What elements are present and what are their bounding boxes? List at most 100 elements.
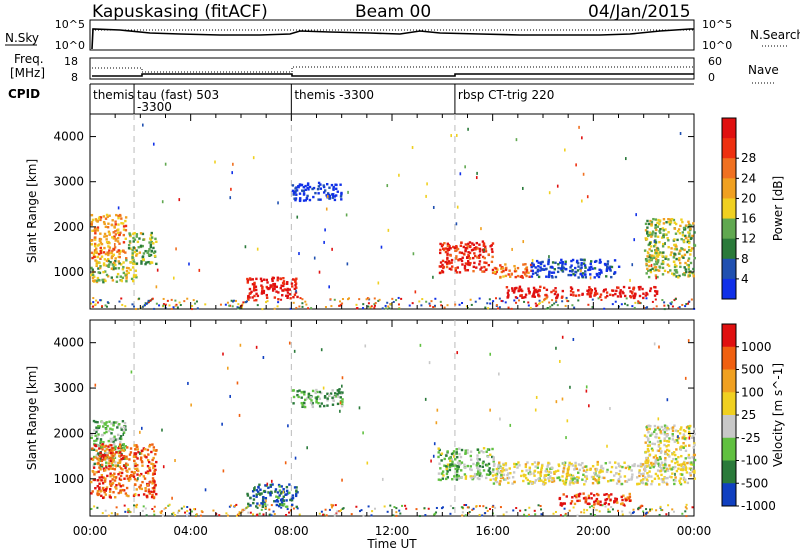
range-gate-cell bbox=[660, 466, 663, 470]
range-gate-cell bbox=[108, 494, 112, 497]
noise-cell bbox=[386, 184, 389, 188]
scatter-cell bbox=[571, 304, 574, 307]
scatter-cell bbox=[243, 508, 246, 511]
scatter-cell bbox=[386, 510, 389, 513]
range-gate-cell bbox=[546, 463, 550, 466]
range-gate-cell bbox=[608, 461, 612, 464]
range-gate-cell bbox=[628, 492, 631, 496]
range-gate-cell bbox=[661, 469, 665, 472]
range-gate-cell bbox=[153, 472, 156, 475]
scatter-cell bbox=[691, 506, 694, 509]
range-gate-cell bbox=[105, 240, 109, 244]
range-gate-cell bbox=[652, 430, 656, 434]
range-gate-cell bbox=[653, 294, 657, 297]
range-gate-cell bbox=[100, 476, 104, 479]
range-gate-cell bbox=[113, 472, 116, 475]
scatter-cell bbox=[663, 304, 666, 307]
range-gate-cell bbox=[306, 186, 309, 190]
range-gate-cell bbox=[265, 293, 269, 297]
range-gate-cell bbox=[557, 463, 560, 466]
range-gate-cell bbox=[288, 483, 291, 486]
range-gate-cell bbox=[150, 462, 153, 465]
scatter-cell bbox=[106, 301, 109, 304]
range-gate-cell bbox=[645, 291, 648, 295]
range-gate-cell bbox=[272, 282, 275, 286]
range-gate-cell bbox=[120, 454, 123, 457]
colorbar-label: Power [dB] bbox=[771, 176, 785, 241]
range-gate-cell bbox=[656, 261, 660, 264]
range-gate-cell bbox=[113, 226, 116, 229]
range-gate-cell bbox=[311, 403, 314, 406]
range-gate-cell bbox=[689, 270, 692, 273]
scatter-cell bbox=[645, 508, 648, 511]
range-gate-cell bbox=[670, 251, 673, 254]
range-gate-cell bbox=[116, 240, 120, 243]
range-gate-cell bbox=[687, 220, 690, 224]
range-gate-cell bbox=[282, 495, 285, 498]
scatter-cell bbox=[458, 303, 461, 306]
range-gate-cell bbox=[663, 439, 666, 442]
scatter-cell bbox=[681, 303, 684, 306]
range-gate-cell bbox=[687, 275, 690, 278]
range-gate-cell bbox=[122, 443, 125, 446]
scatter-cell bbox=[90, 302, 93, 305]
range-gate-cell bbox=[146, 483, 149, 487]
range-gate-cell bbox=[457, 461, 461, 465]
range-gate-cell bbox=[111, 478, 114, 481]
range-gate-cell bbox=[103, 479, 107, 482]
noise-cell bbox=[155, 285, 158, 289]
cpid-text: themis bbox=[93, 88, 134, 102]
range-gate-cell bbox=[275, 285, 278, 289]
range-gate-cell bbox=[649, 233, 653, 236]
scatter-cell bbox=[461, 511, 464, 514]
range-gate-cell bbox=[285, 499, 288, 502]
range-gate-cell bbox=[645, 459, 648, 462]
scatter-cell bbox=[373, 306, 376, 309]
range-gate-cell bbox=[439, 261, 443, 264]
scatter-cell bbox=[120, 297, 123, 300]
scatter-cell bbox=[193, 508, 196, 511]
scatter-cell bbox=[555, 299, 558, 302]
range-gate-cell bbox=[122, 425, 126, 429]
range-gate-cell bbox=[486, 464, 489, 467]
noise-cell bbox=[366, 461, 369, 465]
range-gate-cell bbox=[125, 280, 128, 283]
range-gate-cell bbox=[666, 237, 669, 240]
range-gate-cell bbox=[647, 260, 651, 263]
noise-cell bbox=[298, 252, 300, 256]
noise-cell bbox=[230, 187, 232, 191]
range-gate-cell bbox=[650, 258, 653, 262]
range-gate-cell bbox=[111, 428, 114, 431]
range-gate-cell bbox=[673, 482, 676, 486]
range-gate-cell bbox=[474, 248, 477, 251]
range-gate-cell bbox=[490, 455, 494, 459]
scatter-cell bbox=[234, 504, 237, 507]
range-gate-cell bbox=[481, 240, 485, 243]
range-gate-cell bbox=[678, 432, 682, 435]
scatter-cell bbox=[268, 513, 271, 516]
range-gate-cell bbox=[151, 443, 154, 446]
range-gate-cell bbox=[129, 477, 132, 481]
range-gate-cell bbox=[656, 221, 659, 225]
range-gate-cell bbox=[100, 474, 104, 477]
range-gate-cell bbox=[139, 487, 142, 490]
scatter-cell bbox=[115, 506, 118, 509]
scatter-cell bbox=[591, 298, 594, 301]
range-gate-cell bbox=[124, 492, 128, 495]
range-gate-cell bbox=[134, 464, 137, 467]
range-gate-cell bbox=[620, 495, 623, 499]
power-ylabel: Slant Range [km] bbox=[25, 159, 39, 263]
scatter-cell bbox=[292, 507, 295, 510]
range-gate-cell bbox=[99, 232, 102, 235]
range-gate-cell bbox=[639, 479, 643, 482]
range-gate-cell bbox=[279, 499, 283, 502]
range-gate-cell bbox=[657, 269, 661, 272]
range-gate-cell bbox=[151, 458, 154, 462]
range-gate-cell bbox=[583, 258, 586, 262]
range-gate-cell bbox=[133, 231, 136, 235]
range-gate-cell bbox=[252, 494, 255, 498]
range-gate-cell bbox=[263, 501, 266, 504]
scatter-cell bbox=[96, 301, 99, 304]
range-gate-cell bbox=[118, 483, 121, 486]
